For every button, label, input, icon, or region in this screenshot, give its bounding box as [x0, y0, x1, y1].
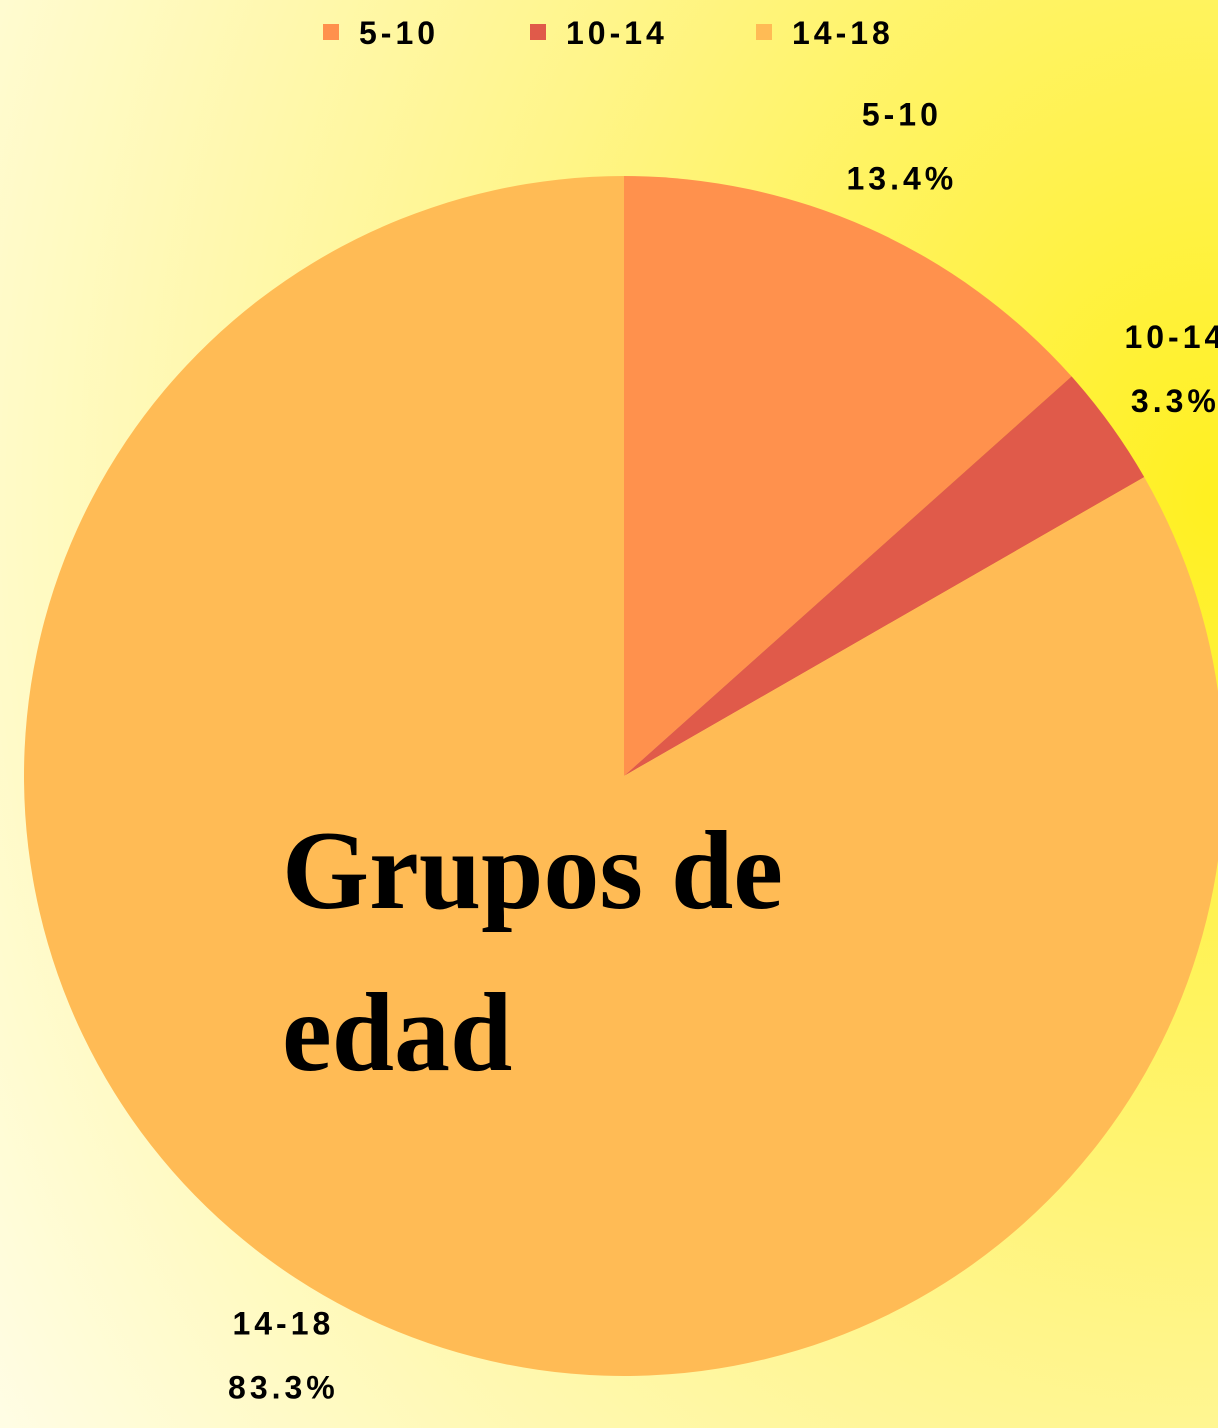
data-label-category: 10-14: [1124, 319, 1218, 355]
legend-label: 5-10: [359, 15, 439, 51]
legend-label: 14-18: [792, 15, 894, 51]
legend-swatch: [530, 24, 546, 40]
pie-slice: [624, 176, 1072, 776]
pie-slice: [624, 376, 1145, 776]
legend-swatch: [756, 24, 772, 40]
pie: [24, 176, 1218, 1376]
legend: 5-10 10-14 14-18: [323, 15, 894, 51]
legend-swatch: [323, 24, 339, 40]
data-label-category: 14-18: [232, 1306, 334, 1342]
data-labels: 5-10 13.4% 10-14 3.3% 14-18 83.3%: [228, 96, 1218, 1405]
data-label-value: 3.3%: [1131, 383, 1218, 419]
pie-slice: [24, 176, 1218, 1376]
data-label-value: 83.3%: [228, 1370, 339, 1406]
data-label-category: 5-10: [862, 96, 942, 132]
legend-label: 10-14: [566, 15, 668, 51]
chart-title: Grupos de edad: [282, 809, 783, 1095]
data-label-value: 13.4%: [847, 160, 958, 196]
